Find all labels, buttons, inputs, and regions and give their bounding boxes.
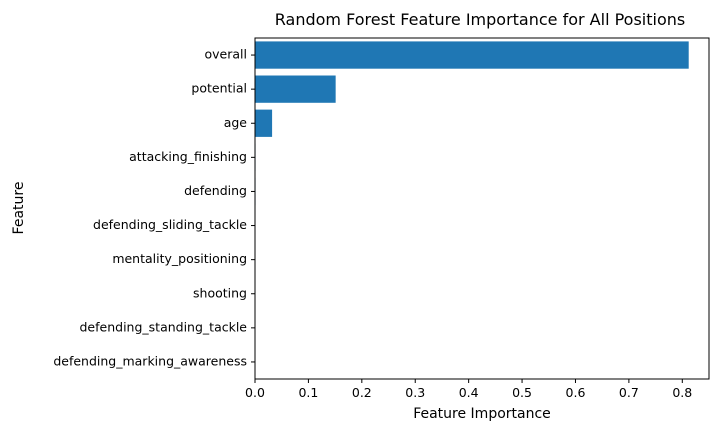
x-ticks-layer: 0.0 0.1 0.2 0.3 0.4 0.5 0.6 0.7 0.8	[245, 379, 692, 400]
chart-title: Random Forest Feature Importance for All…	[275, 10, 685, 29]
x-tick-label: 0.8	[672, 385, 692, 400]
y-tick-label: mentality_positioning	[112, 251, 247, 266]
y-tick-label: potential	[191, 81, 247, 96]
bars-layer	[255, 41, 689, 376]
y-tick-label: defending_sliding_tackle	[93, 217, 247, 232]
bar-overall	[255, 41, 689, 69]
y-tick-label: overall	[205, 47, 247, 62]
y-tick-label: defending	[184, 183, 247, 198]
x-tick-label: 0.6	[566, 385, 586, 400]
x-tick-label: 0.0	[245, 385, 265, 400]
x-axis-label: Feature Importance	[413, 406, 551, 422]
y-tick-label: attacking_finishing	[129, 149, 247, 164]
bar-age	[255, 109, 273, 137]
y-tick-label: shooting	[193, 285, 247, 300]
y-axis-label: Feature	[11, 182, 27, 235]
x-tick-label: 0.5	[512, 385, 532, 400]
x-tick-label: 0.3	[405, 385, 425, 400]
y-tick-label: defending_marking_awareness	[53, 353, 247, 368]
plot-frame	[254, 37, 710, 380]
x-tick-label: 0.7	[619, 385, 639, 400]
x-tick-label: 0.4	[459, 385, 479, 400]
x-tick-label: 0.1	[298, 385, 318, 400]
x-tick-label: 0.2	[352, 385, 372, 400]
bar-potential	[255, 75, 336, 103]
y-ticks-layer: overall potential age attacking_finishingde…	[53, 47, 255, 368]
y-tick-label: age	[224, 115, 248, 130]
y-tick-label: defending_standing_tackle	[80, 319, 248, 334]
